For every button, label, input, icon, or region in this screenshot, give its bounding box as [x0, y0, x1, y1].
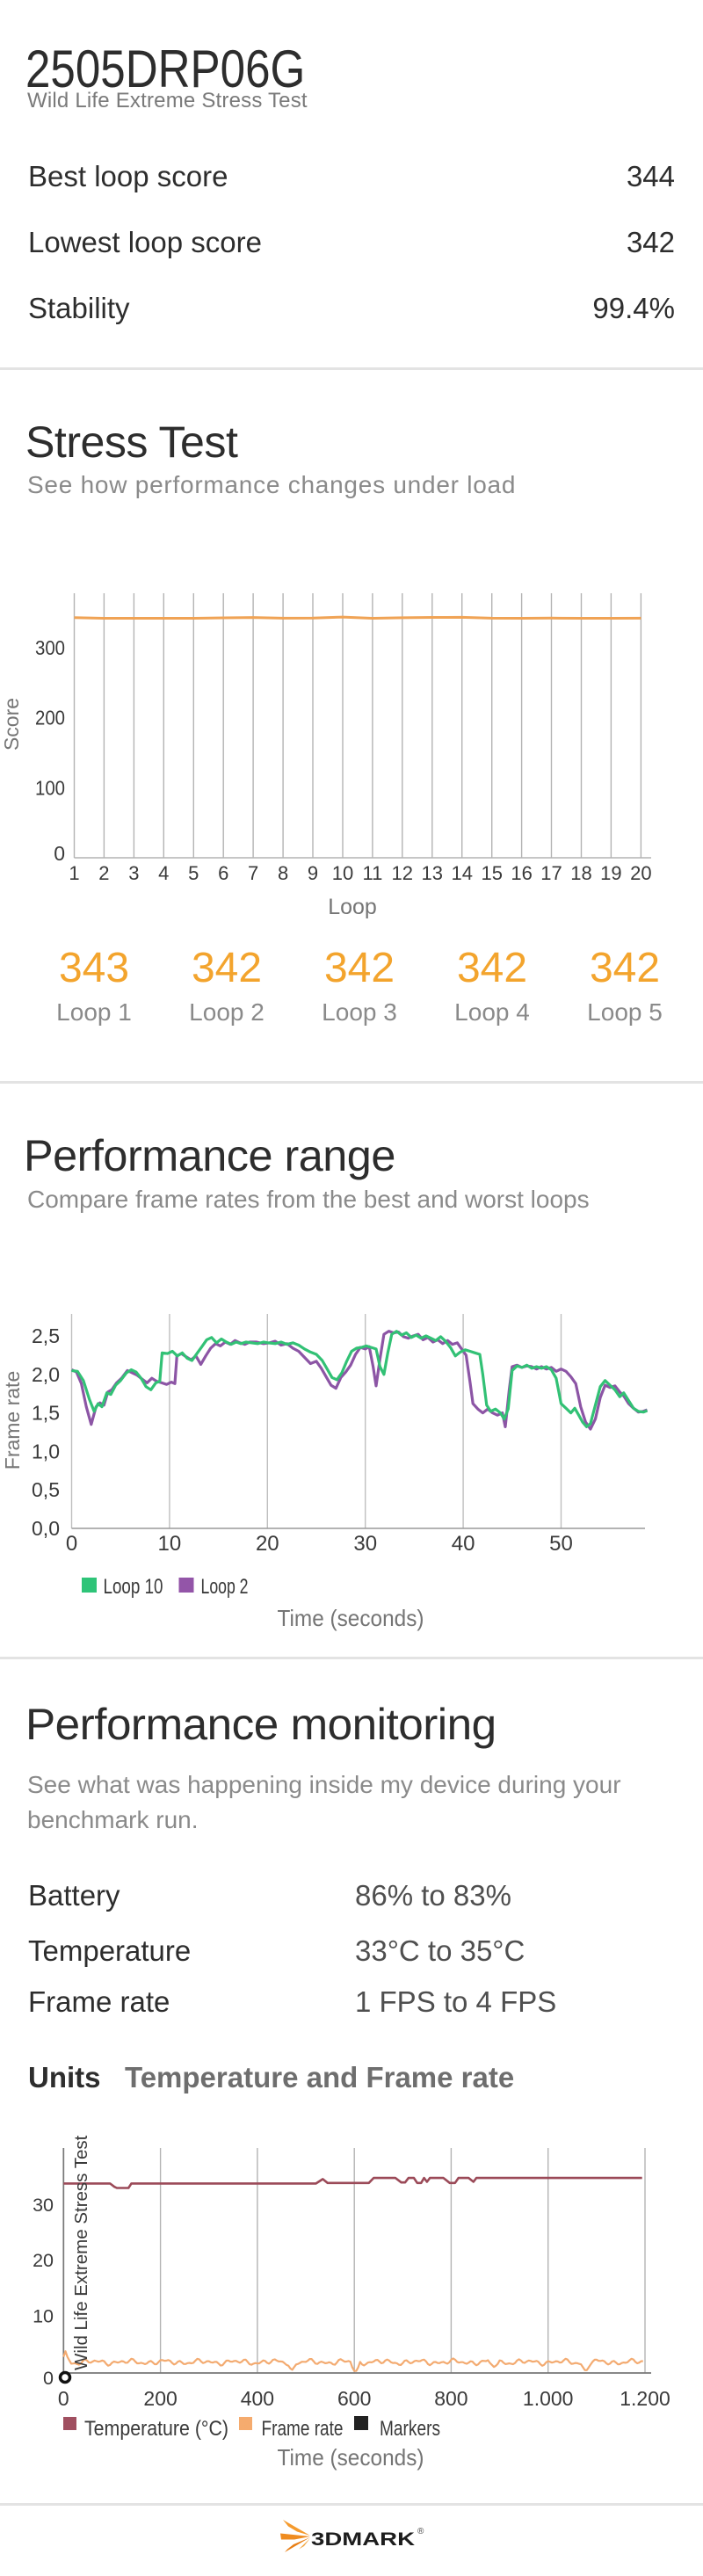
svg-text:Frame rate: Frame rate [262, 2417, 344, 2441]
svg-text:9: 9 [308, 862, 318, 884]
svg-text:2,5: 2,5 [32, 1324, 60, 1347]
svg-text:16: 16 [511, 862, 532, 884]
svg-text:Wild Life Extreme Stress Test: Wild Life Extreme Stress Test [71, 2135, 91, 2370]
svg-text:Time (seconds): Time (seconds) [278, 2444, 424, 2471]
svg-text:1,0: 1,0 [32, 1440, 60, 1462]
svg-text:600: 600 [337, 2387, 371, 2410]
svg-text:10: 10 [33, 2306, 54, 2327]
svg-text:40: 40 [452, 1532, 475, 1556]
svg-text:Temperature (°C): Temperature (°C) [84, 2417, 228, 2441]
svg-text:10: 10 [332, 862, 353, 884]
svg-text:8: 8 [278, 862, 288, 884]
svg-text:17: 17 [540, 862, 562, 884]
svg-text:400: 400 [241, 2387, 274, 2410]
svg-text:50: 50 [549, 1532, 573, 1556]
svg-text:12: 12 [392, 862, 413, 884]
svg-text:Frame rate: Frame rate [1, 1371, 24, 1469]
svg-text:5: 5 [188, 862, 199, 884]
svg-text:14: 14 [451, 862, 472, 884]
svg-text:11: 11 [362, 862, 382, 884]
svg-text:30: 30 [353, 1532, 377, 1556]
svg-text:800: 800 [434, 2387, 467, 2410]
svg-text:1.000: 1.000 [523, 2387, 574, 2410]
svg-text:20: 20 [33, 2250, 54, 2271]
svg-text:3DMARK: 3DMARK [311, 2529, 416, 2550]
svg-text:Markers: Markers [380, 2417, 440, 2441]
svg-text:Loop: Loop [328, 895, 377, 919]
svg-text:0,5: 0,5 [32, 1478, 60, 1501]
svg-text:6: 6 [218, 862, 228, 884]
svg-text:100: 100 [35, 776, 65, 799]
svg-text:1,5: 1,5 [32, 1402, 60, 1425]
svg-text:18: 18 [570, 862, 591, 884]
svg-text:200: 200 [35, 707, 65, 729]
svg-text:1: 1 [69, 862, 79, 884]
svg-text:20: 20 [630, 862, 651, 884]
svg-text:30: 30 [33, 2195, 54, 2216]
svg-text:300: 300 [35, 636, 65, 659]
svg-text:19: 19 [600, 862, 621, 884]
svg-text:15: 15 [481, 862, 502, 884]
svg-text:®: ® [417, 2527, 424, 2536]
svg-text:0: 0 [54, 842, 65, 865]
svg-text:Loop 10: Loop 10 [104, 1575, 163, 1599]
svg-text:Loop 2: Loop 2 [201, 1575, 249, 1599]
svg-text:10: 10 [158, 1532, 182, 1556]
svg-text:0: 0 [43, 2368, 54, 2389]
svg-text:200: 200 [143, 2387, 177, 2410]
svg-text:4: 4 [158, 862, 169, 884]
svg-text:13: 13 [422, 862, 443, 884]
svg-text:Score: Score [0, 698, 23, 751]
svg-text:Time (seconds): Time (seconds) [278, 1605, 424, 1631]
svg-text:20: 20 [256, 1532, 279, 1556]
svg-text:1.200: 1.200 [620, 2387, 670, 2410]
svg-text:0: 0 [66, 1532, 77, 1556]
svg-text:7: 7 [248, 862, 258, 884]
svg-text:0,0: 0,0 [32, 1517, 60, 1540]
svg-text:3: 3 [128, 862, 139, 884]
svg-text:2: 2 [98, 862, 109, 884]
svg-text:0: 0 [58, 2387, 69, 2410]
svg-text:2,0: 2,0 [32, 1363, 60, 1386]
